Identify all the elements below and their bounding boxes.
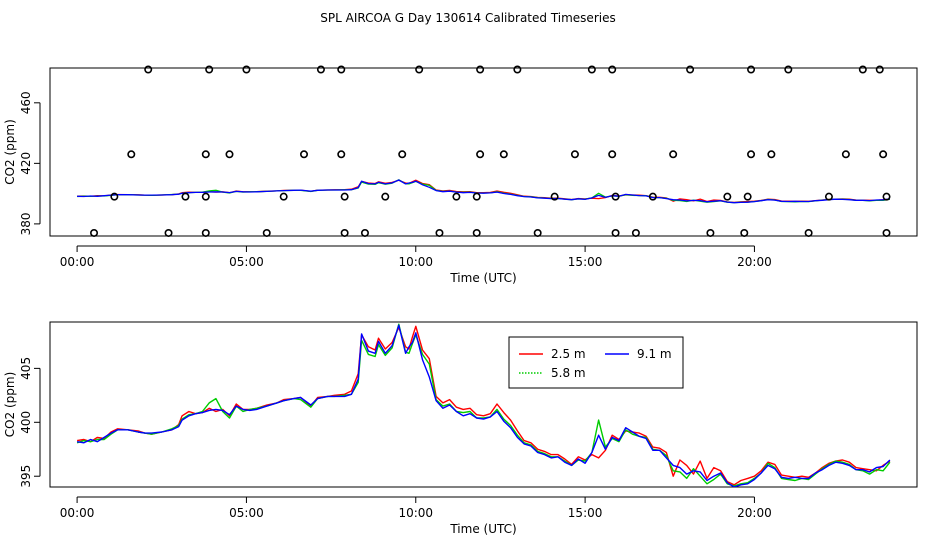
flag-point [205,65,214,74]
y-tick-label: 380 [19,212,33,235]
flag-point [242,65,251,74]
x-tick-label: 10:00 [398,506,433,520]
x-tick-label: 05:00 [229,506,264,520]
flag-point [300,150,309,159]
y-tick-label: 420 [19,152,33,175]
flag-point [608,65,617,74]
detail-panel: 00:00 05:00 10:00 15:00 20:00 Time (UTC) 395 40… [3,321,918,536]
x-tick-label: 20:00 [737,255,772,269]
plot-frame [49,67,918,237]
flag-point [513,65,522,74]
flag-point [181,192,190,201]
x-tick-label: 00:00 [60,506,95,520]
y-tick-label: 405 [19,357,33,380]
x-tick-label: 15:00 [568,506,603,520]
flag-point [398,150,407,159]
flag-point [340,228,349,237]
flag-point [875,65,884,74]
plot-frame [49,321,918,488]
flag-point [340,192,349,201]
x-tick-label: 10:00 [398,255,433,269]
flag-point [743,192,752,201]
flag-point [740,228,749,237]
flag-point [279,192,288,201]
flag-point [472,228,481,237]
legend-frame [508,336,684,389]
flag-point [784,65,793,74]
x-tick-label: 00:00 [60,255,95,269]
flag-point [587,65,596,74]
x-tick-label: 20:00 [737,506,772,520]
flag-point [201,192,210,201]
flag-point [570,150,579,159]
flag-point [706,228,715,237]
x-tick-label: 15:00 [568,255,603,269]
flag-point [164,228,173,237]
flag-point [110,192,119,201]
legend-label: 2.5 m [551,347,586,361]
flag-point [381,192,390,201]
x-tick-label: 05:00 [229,255,264,269]
flag-point [882,192,891,201]
flag-point [337,65,346,74]
flag-point [499,150,508,159]
series-line-25 [76,325,891,486]
flag-point [767,150,776,159]
legend-label: 9.1 m [637,347,672,361]
flag-point [472,192,481,201]
flag-point [824,192,833,201]
y-axis-label: CO2 (ppm) [3,119,17,185]
flag-point [611,228,620,237]
flag-point [879,150,888,159]
y-tick-label: 460 [19,91,33,114]
flag-point [747,65,756,74]
x-axis-label: Time (UTC) [449,271,516,285]
flag-point [882,228,891,237]
flag-point [608,150,617,159]
y-tick-label: 395 [19,465,33,488]
overview-panel: 00:00 05:00 10:00 15:00 20:00 Time (UTC) 380 42… [3,65,918,285]
x-axis-label: Time (UTC) [449,522,516,536]
flag-point [201,228,210,237]
y-tick-label: 400 [19,411,33,434]
flag-point [316,65,325,74]
legend-label: 5.8 m [551,366,586,380]
flag-point [611,192,620,201]
flag-point [841,150,850,159]
flag-point [452,192,461,201]
flag-point [262,228,271,237]
legend: 2.5 m 5.8 m 9.1 m [508,336,684,389]
flag-point [747,150,756,159]
flag-point [723,192,732,201]
flag-point [476,150,485,159]
flag-point [804,228,813,237]
flag-point [476,65,485,74]
flag-point [415,65,424,74]
flag-point [686,65,695,74]
flag-point [669,150,678,159]
flag-point [360,228,369,237]
series-line-91 [76,324,891,487]
flag-point [435,228,444,237]
flag-point [127,150,136,159]
series-line-91 [77,179,890,204]
flag-point [337,150,346,159]
flag-point [90,228,99,237]
y-axis-label: CO2 (ppm) [3,372,17,438]
flag-point [533,228,542,237]
flag-point [858,65,867,74]
flag-point [631,228,640,237]
flag-point [225,150,234,159]
figure-title: SPL AIRCOA G Day 130614 Calibrated Times… [320,11,615,25]
flag-point [144,65,153,74]
flag-point [550,192,559,201]
flag-point [648,192,657,201]
flag-point [201,150,210,159]
